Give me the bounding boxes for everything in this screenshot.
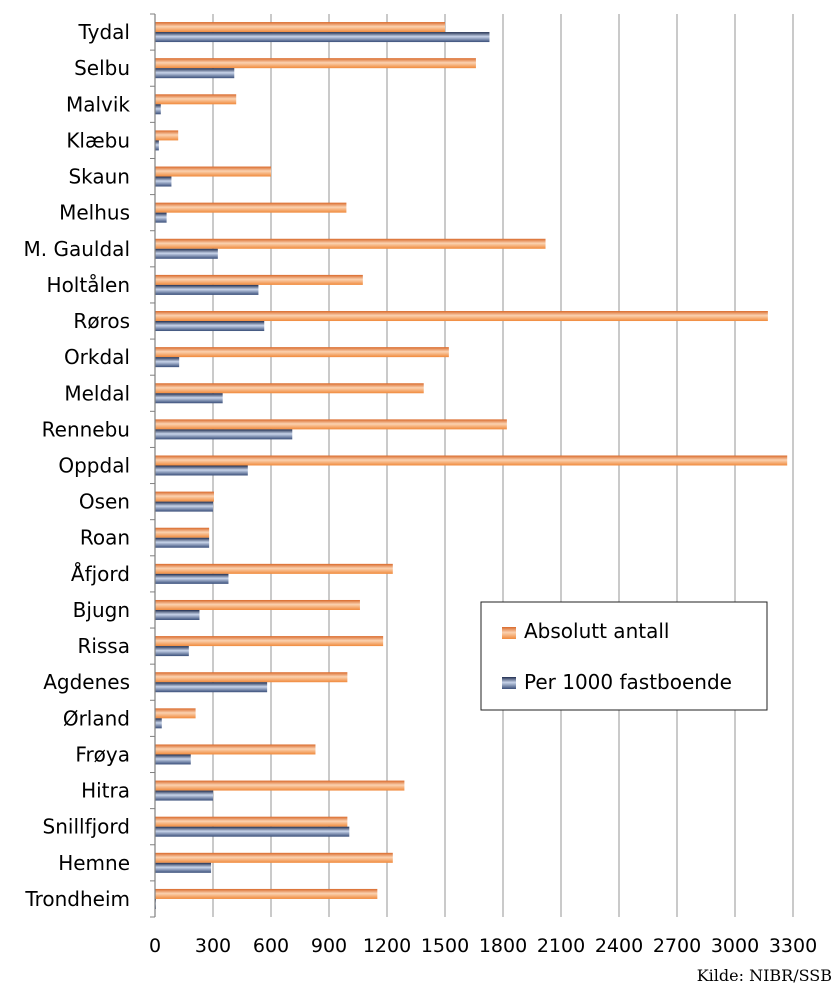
bar-per1000-7: [155, 285, 258, 295]
bar-per1000-9: [155, 357, 179, 367]
category-label-5: Melhus: [59, 201, 130, 225]
bar-per1000-15: [155, 574, 228, 584]
category-label-2: Malvik: [66, 92, 130, 116]
bar-absolutt-6: [155, 239, 546, 249]
category-label-17: Rissa: [77, 634, 130, 658]
bar-absolutt-20: [155, 744, 315, 754]
bar-per1000-13: [155, 502, 213, 512]
tick-label-3000: 3000: [711, 935, 759, 957]
bar-per1000-16: [155, 610, 199, 620]
category-label-15: Åfjord: [71, 562, 130, 586]
bars: [155, 22, 787, 909]
bar-absolutt-13: [155, 492, 214, 502]
bar-absolutt-15: [155, 564, 393, 574]
bar-absolutt-7: [155, 275, 363, 285]
tick-label-1500: 1500: [421, 935, 469, 957]
legend-swatch-absolutt: [502, 627, 516, 639]
legend-label-per1000: Per 1000 fastboende: [524, 670, 732, 694]
bar-absolutt-24: [155, 889, 377, 899]
category-label-14: Roan: [80, 526, 130, 550]
bar-per1000-12: [155, 466, 248, 476]
tick-label-2400: 2400: [595, 935, 643, 957]
category-label-22: Snillfjord: [43, 815, 130, 839]
bar-per1000-23: [155, 863, 211, 873]
bar-per1000-4: [155, 177, 171, 187]
bar-per1000-18: [155, 682, 267, 692]
bar-per1000-11: [155, 429, 292, 439]
category-label-7: Holtålen: [47, 273, 130, 297]
category-label-6: M. Gauldal: [24, 237, 130, 261]
bar-absolutt-22: [155, 817, 347, 827]
bar-absolutt-3: [155, 130, 178, 140]
category-label-23: Hemne: [58, 851, 130, 875]
bar-absolutt-12: [155, 456, 787, 466]
bar-absolutt-11: [155, 419, 507, 429]
bar-per1000-1: [155, 68, 234, 78]
bar-absolutt-5: [155, 203, 346, 213]
category-label-21: Hitra: [81, 779, 130, 803]
bar-absolutt-0: [155, 22, 445, 32]
bar-per1000-5: [155, 213, 167, 223]
tick-label-600: 600: [253, 935, 289, 957]
source-note: Kilde: NIBR/SSB: [697, 966, 832, 985]
category-label-19: Ørland: [63, 706, 130, 730]
category-label-24: Trondheim: [24, 887, 130, 911]
tick-label-2100: 2100: [537, 935, 585, 957]
tick-label-1200: 1200: [363, 935, 411, 957]
bar-absolutt-9: [155, 347, 449, 357]
tick-label-0: 0: [149, 935, 161, 957]
category-label-20: Frøya: [75, 742, 130, 766]
legend-label-absolutt: Absolutt antall: [524, 619, 669, 643]
tick-labels: 0 300 600 900 1200 1500 1800 2100 2400 2700 3000 33…: [149, 935, 817, 957]
bar-per1000-21: [155, 791, 213, 801]
bar-per1000-8: [155, 321, 264, 331]
category-label-18: Agdenes: [43, 670, 130, 694]
bar-absolutt-19: [155, 708, 196, 718]
bar-per1000-20: [155, 754, 191, 764]
legend: Absolutt antall Per 1000 fastboende: [481, 602, 767, 710]
bar-absolutt-4: [155, 167, 271, 177]
legend-swatch-per1000: [502, 677, 516, 689]
bar-absolutt-8: [155, 311, 768, 321]
category-label-1: Selbu: [74, 56, 130, 80]
bar-per1000-6: [155, 249, 218, 259]
category-label-10: Meldal: [64, 381, 130, 405]
tick-label-3300: 3300: [769, 935, 817, 957]
bar-per1000-10: [155, 393, 223, 403]
bar-per1000-22: [155, 827, 349, 837]
bar-absolutt-1: [155, 58, 476, 68]
bar-per1000-0: [155, 32, 489, 42]
bar-per1000-17: [155, 646, 189, 656]
bar-absolutt-21: [155, 781, 404, 791]
bar-absolutt-2: [155, 94, 236, 104]
tick-label-1800: 1800: [479, 935, 527, 957]
bar-per1000-19: [155, 718, 162, 728]
category-label-13: Osen: [79, 490, 130, 514]
category-label-0: Tydal: [78, 20, 130, 44]
category-label-11: Rennebu: [42, 417, 130, 441]
category-label-8: Røros: [73, 309, 130, 333]
bar-absolutt-23: [155, 853, 393, 863]
bar-per1000-2: [155, 104, 161, 114]
bar-per1000-14: [155, 538, 209, 548]
tick-label-300: 300: [195, 935, 231, 957]
bar-absolutt-10: [155, 383, 424, 393]
tick-label-900: 900: [311, 935, 347, 957]
category-label-9: Orkdal: [64, 345, 130, 369]
category-label-3: Klæbu: [66, 128, 130, 152]
axes: [150, 14, 155, 917]
tick-label-2700: 2700: [653, 935, 701, 957]
bar-absolutt-17: [155, 636, 383, 646]
category-labels: Tydal Selbu Malvik Klæbu Skaun Melhus M. Gauld…: [24, 20, 131, 911]
category-label-16: Bjugn: [73, 598, 130, 622]
bar-absolutt-16: [155, 600, 360, 610]
category-label-4: Skaun: [68, 165, 130, 189]
bar-absolutt-18: [155, 672, 347, 682]
bar-absolutt-14: [155, 528, 209, 538]
category-label-12: Oppdal: [58, 454, 130, 478]
